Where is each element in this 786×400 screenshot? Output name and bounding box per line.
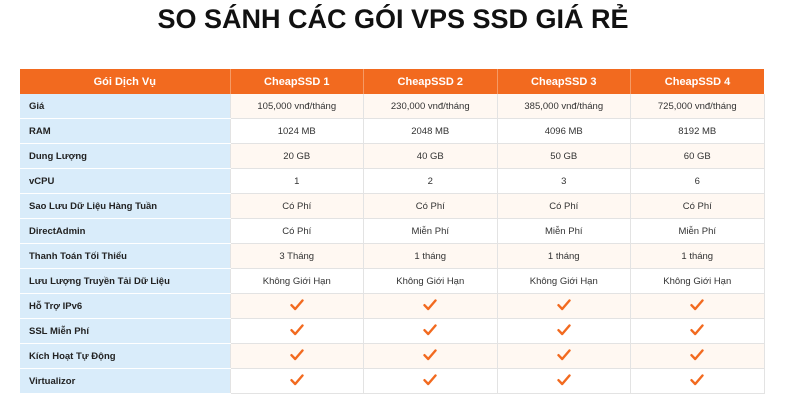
table-cell: 3 <box>497 168 631 194</box>
checkmark-icon <box>290 323 304 340</box>
table-row: SSL Miễn Phí <box>20 318 765 344</box>
table-cell: Không Giới Hạn <box>230 268 364 294</box>
table-row: vCPU 1 2 3 6 <box>20 168 765 194</box>
table-cell: 2048 MB <box>363 118 498 144</box>
table-cell: Có Phí <box>497 193 631 219</box>
table-cell: 1 tháng <box>630 243 765 269</box>
check-cell <box>497 318 631 344</box>
table-cell: 20 GB <box>230 143 364 169</box>
checkmark-icon <box>423 323 437 340</box>
checkmark-icon <box>290 373 304 390</box>
check-cell <box>630 343 765 369</box>
checkmark-icon <box>690 298 704 315</box>
table-cell: 6 <box>630 168 765 194</box>
row-label: RAM <box>20 118 231 144</box>
table-cell: 385,000 vnđ/tháng <box>497 94 631 119</box>
row-label: Sao Lưu Dữ Liệu Hàng Tuần <box>20 193 231 219</box>
header-plan-3: CheapSSD 3 <box>497 69 631 94</box>
check-cell <box>497 343 631 369</box>
table-cell: 3 Tháng <box>230 243 364 269</box>
table-cell: 1 tháng <box>363 243 498 269</box>
table-row: DirectAdmin Có Phí Miễn Phí Miễn Phí Miễn Ph… <box>20 218 765 244</box>
table-cell: 2 <box>363 168 498 194</box>
table-cell: 4096 MB <box>497 118 631 144</box>
check-cell <box>630 293 765 319</box>
table-row: RAM 1024 MB 2048 MB 4096 MB 8192 MB <box>20 118 765 144</box>
vps-comparison-table: Gói Dịch Vụ CheapSSD 1 CheapSSD 2 CheapS… <box>20 69 765 394</box>
header-service-package: Gói Dịch Vụ <box>20 69 231 94</box>
table-header-row: Gói Dịch Vụ CheapSSD 1 CheapSSD 2 CheapS… <box>20 69 764 94</box>
row-label: Giá <box>20 94 231 119</box>
check-cell <box>230 293 364 319</box>
table-cell: 8192 MB <box>630 118 765 144</box>
header-plan-4: CheapSSD 4 <box>630 69 764 94</box>
checkmark-icon <box>557 373 571 390</box>
table-cell: 105,000 vnđ/tháng <box>230 94 364 119</box>
table-cell: Không Giới Hạn <box>497 268 631 294</box>
page-title: SO SÁNH CÁC GÓI VPS SSD GIÁ RẺ <box>157 4 629 34</box>
checkmark-icon <box>557 298 571 315</box>
table-row: Hỗ Trợ IPv6 <box>20 293 765 319</box>
check-cell <box>363 343 498 369</box>
check-cell <box>630 368 765 394</box>
check-cell <box>363 293 498 319</box>
checkmark-icon <box>557 323 571 340</box>
table-cell: Miễn Phí <box>630 218 765 244</box>
table-cell: 50 GB <box>497 143 631 169</box>
table-cell: Không Giới Hạn <box>630 268 765 294</box>
check-cell <box>363 368 498 394</box>
table-cell: 230,000 vnđ/tháng <box>363 94 498 119</box>
checkmark-icon <box>690 348 704 365</box>
checkmark-icon <box>423 348 437 365</box>
check-cell <box>230 318 364 344</box>
table-row: Sao Lưu Dữ Liệu Hàng Tuần Có Phí Có Phí Có … <box>20 193 765 219</box>
table-cell: 1 <box>230 168 364 194</box>
checkmark-icon <box>423 373 437 390</box>
table-cell: 1 tháng <box>497 243 631 269</box>
check-cell <box>497 293 631 319</box>
row-label: Thanh Toán Tối Thiểu <box>20 243 231 269</box>
row-label: vCPU <box>20 168 231 194</box>
table-cell: Có Phí <box>230 218 364 244</box>
table-row: Giá 105,000 vnđ/tháng 230,000 vnđ/tháng 385… <box>20 94 765 119</box>
check-cell <box>230 343 364 369</box>
table-cell: 40 GB <box>363 143 498 169</box>
table-cell: 725,000 vnđ/tháng <box>630 94 765 119</box>
table-cell: Có Phí <box>630 193 765 219</box>
row-label: Hỗ Trợ IPv6 <box>20 293 231 319</box>
table-cell: 1024 MB <box>230 118 364 144</box>
checkmark-icon <box>290 348 304 365</box>
checkmark-icon <box>423 298 437 315</box>
row-label: DirectAdmin <box>20 218 231 244</box>
table-cell: Không Giới Hạn <box>363 268 498 294</box>
header-plan-2: CheapSSD 2 <box>363 69 498 94</box>
checkmark-icon <box>290 298 304 315</box>
check-cell <box>230 368 364 394</box>
row-label: SSL Miễn Phí <box>20 318 231 344</box>
row-label: Kích Hoạt Tự Động <box>20 343 231 369</box>
table-row: Thanh Toán Tối Thiểu 3 Tháng 1 tháng 1 thán… <box>20 243 765 269</box>
row-label: Virtualizor <box>20 368 231 394</box>
table-cell: 60 GB <box>630 143 765 169</box>
table-cell: Có Phí <box>230 193 364 219</box>
row-label: Lưu Lượng Truyền Tải Dữ Liệu <box>20 268 231 294</box>
row-label: Dung Lượng <box>20 143 231 169</box>
header-plan-1: CheapSSD 1 <box>230 69 364 94</box>
table-cell: Có Phí <box>363 193 498 219</box>
table-row: Kích Hoạt Tự Động <box>20 343 765 369</box>
table-row: Virtualizor <box>20 368 765 394</box>
table-cell: Miễn Phí <box>363 218 498 244</box>
checkmark-icon <box>690 373 704 390</box>
checkmark-icon <box>557 348 571 365</box>
table-cell: Miễn Phí <box>497 218 631 244</box>
checkmark-icon <box>690 323 704 340</box>
table-row: Lưu Lượng Truyền Tải Dữ Liệu Không Giới H… <box>20 268 765 294</box>
check-cell <box>363 318 498 344</box>
table-row: Dung Lượng 20 GB 40 GB 50 GB 60 GB <box>20 143 765 169</box>
check-cell <box>497 368 631 394</box>
check-cell <box>630 318 765 344</box>
